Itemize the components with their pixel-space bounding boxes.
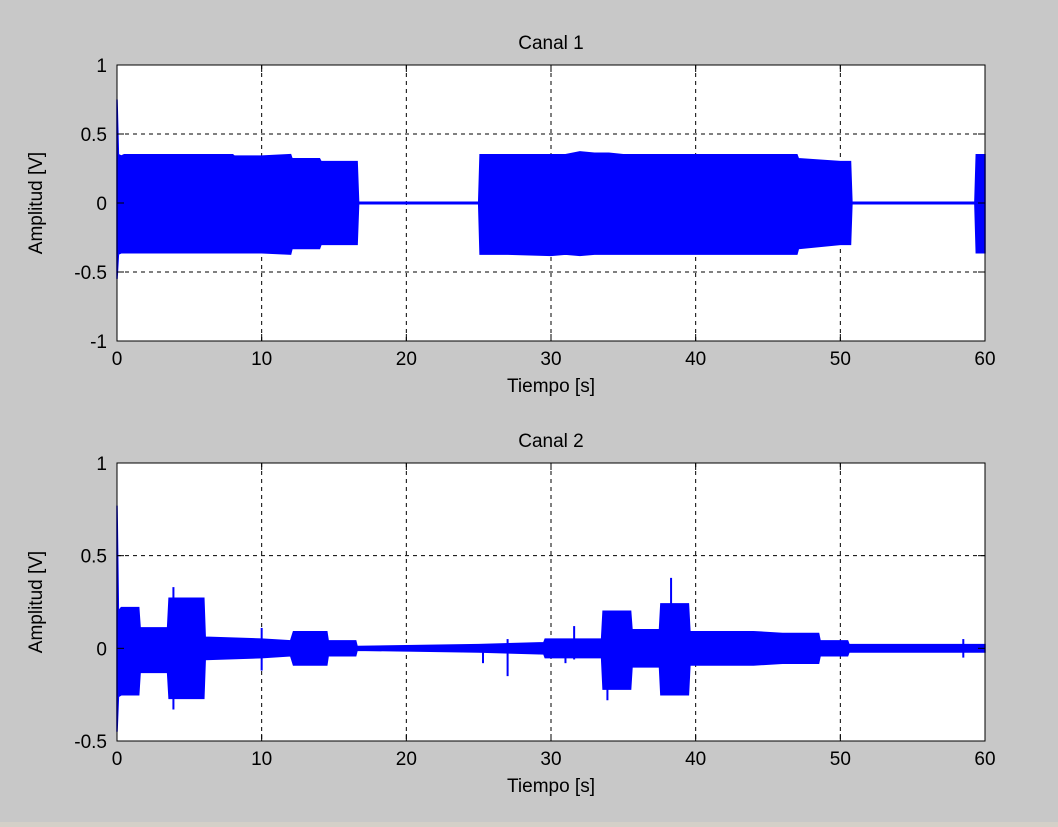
canal2-ytick-label-1: 0 [96,639,107,660]
canal2-xtick-label-0: 0 [112,749,123,770]
canal1-xtick-label-2: 20 [396,349,417,370]
canal2-xtick-label-5: 50 [830,749,851,770]
canal2-ylabel: Amplitud [V] [26,551,47,653]
canal1-xtick-label-5: 50 [830,349,851,370]
canal1-xtick-label-6: 60 [974,349,995,370]
canal1-title: Canal 1 [518,33,584,54]
canal2-ytick-label-3: 1 [96,454,107,475]
canal1-ytick-label-2: 0 [96,194,107,215]
canal1-ytick-label-0: -1 [90,332,107,353]
canal1-ytick-label-4: 1 [96,56,107,77]
canal2-xtick-label-3: 30 [540,749,561,770]
canal2-xtick-label-2: 20 [396,749,417,770]
canal2-ytick-label-0: -0.5 [74,732,107,753]
canal2-title: Canal 2 [518,431,584,452]
canal1-xtick-label-0: 0 [112,349,123,370]
canal1-xtick-label-4: 40 [685,349,706,370]
canal1-xtick-label-1: 10 [251,349,272,370]
canal2-xtick-label-4: 40 [685,749,706,770]
canal1-xlabel: Tiempo [s] [507,376,595,397]
canal1-ytick-label-1: -0.5 [74,263,107,284]
canal2-xtick-label-6: 60 [974,749,995,770]
canal2-ytick-label-2: 0.5 [81,547,107,568]
canal1-xtick-label-3: 30 [540,349,561,370]
canal2-xtick-label-1: 10 [251,749,272,770]
canal1-axes: 0 10 20 30 40 50 60 -1 -0.5 0 0.5 1 Canal 1 Tiempo [s… [26,33,996,397]
canal2-xlabel: Tiempo [s] [507,776,595,797]
canal1-ylabel: Amplitud [V] [26,152,47,254]
canal1-ytick-label-3: 0.5 [81,125,107,146]
